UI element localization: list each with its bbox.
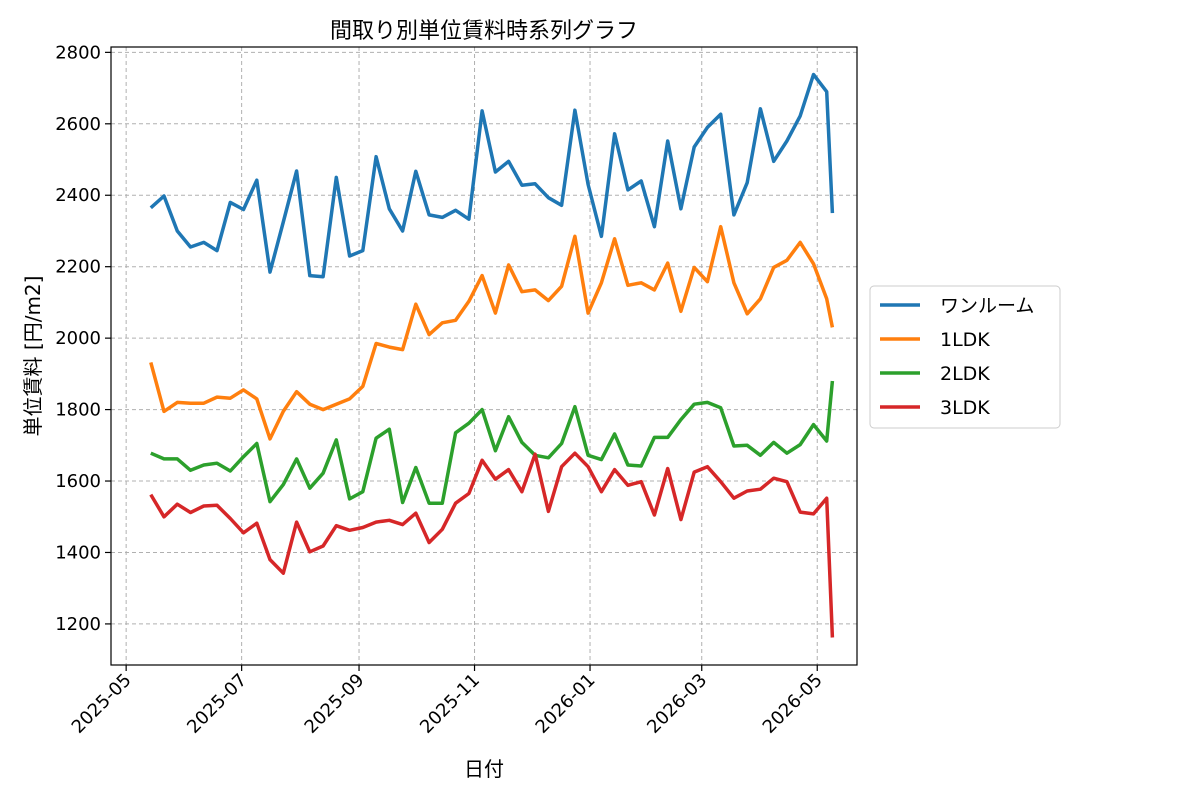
series-line-3 [150, 380, 835, 505]
x-tick-label: 2026-03 [643, 670, 711, 738]
y-tick-label: 2600 [55, 114, 101, 135]
x-tick-label: 2026-05 [759, 670, 827, 738]
plot-frame [110, 46, 858, 666]
x-tick-label: 2025-11 [416, 670, 484, 738]
series-line-2 [149, 224, 835, 441]
chart-title: 間取り別単位賃料時系列グラフ [330, 19, 638, 44]
y-tick-label: 2400 [55, 185, 101, 206]
legend-entry-label: 2LDK [940, 363, 990, 385]
x-tick-label: 2025-09 [301, 670, 369, 738]
legend-entry-label: 1LDK [940, 329, 990, 351]
gridlines [111, 47, 857, 665]
legend-box [869, 285, 1061, 429]
x-tick-label: 2025-07 [183, 670, 251, 738]
x-tick-label: 2026-01 [532, 670, 600, 738]
y-tick-label: 1200 [55, 614, 101, 635]
x-axis-label: 日付 [464, 757, 504, 781]
series-lines [149, 72, 835, 638]
series-line-1 [149, 72, 835, 279]
y-tick-label: 1800 [55, 400, 101, 421]
legend: ワンルーム 1LDK 2LDK 3LDK [869, 285, 1061, 429]
legend-entry-label: 3LDK [940, 397, 990, 419]
x-tick-label: 2025-05 [68, 670, 136, 738]
y-tick-label: 2800 [55, 42, 101, 63]
y-tick-label: 1600 [55, 471, 101, 492]
y-tick-label: 2000 [55, 328, 101, 349]
y-axis-label: 単位賃料 [円/m2] [21, 276, 45, 437]
series-line-4 [149, 451, 835, 638]
y-tick-label: 1400 [55, 542, 101, 563]
legend-entry-label: ワンルーム [940, 295, 1034, 317]
y-tick-label: 2200 [55, 257, 101, 278]
axis-ticks: 1200 1400 1600 1800 2000 2200 2400 2600 2800 2025… [55, 42, 827, 737]
